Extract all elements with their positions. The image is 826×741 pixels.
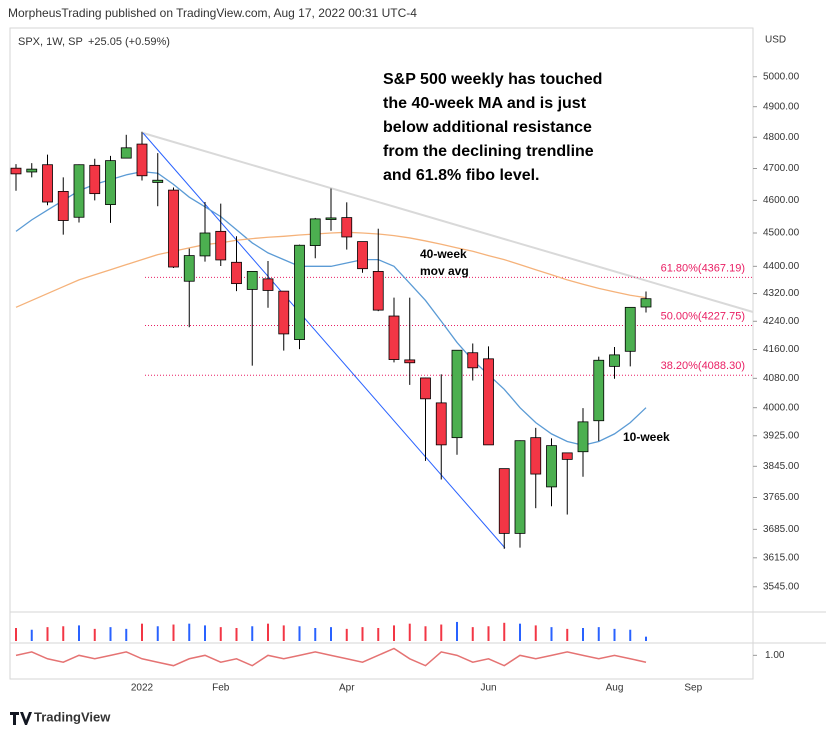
candle-body [105,160,116,205]
candle-body [609,354,620,367]
candle-body [73,164,85,218]
y-tick-label: 4160.00 [763,344,800,355]
y-tick-label: 4400.00 [763,261,800,272]
candle-body [325,217,337,220]
candle-body [593,359,605,422]
candle-body [231,261,242,285]
footer: TradingView [34,709,111,724]
annotation: and 61.8% fibo level. [383,167,540,184]
candle-body [372,270,384,311]
annotation: the 40-week MA and is just [383,95,587,112]
candle-body [388,315,400,360]
candle-body [546,445,557,488]
candle-body [278,290,290,335]
x-tick-label: Feb [212,683,230,694]
candle-body [26,168,38,173]
y-tick-label: 5000.00 [763,71,800,82]
fib-label: 50.00%(4227.75) [661,310,745,322]
ma-label: mov avg [420,264,469,278]
candle-body [404,359,416,364]
candle-body [530,437,542,475]
x-tick-label: Jun [480,683,496,694]
candle-body [262,278,274,291]
candle-body [357,241,368,270]
y-tick-label: 3765.00 [763,492,800,503]
y-tick-label: 4240.00 [763,316,800,327]
candle-body [483,358,494,446]
candle-body [498,468,510,534]
candle-body [294,244,305,340]
indicator-tick-label: 1.00 [765,650,785,661]
y-tick-label: 3845.00 [763,461,800,472]
indicator-line [15,647,647,667]
y-tick-label: 4600.00 [763,195,800,206]
candle-body [246,270,258,290]
annotation: S&P 500 weekly has touched [383,71,602,88]
fib-label: 61.80%(4367.19) [661,262,745,274]
candle-body [577,421,589,453]
candle-body [341,217,353,238]
ma-line [15,231,647,308]
fib-label: 38.20%(4088.30) [661,360,745,372]
publisher: MorpheusTrading published on TradingView… [8,6,417,20]
x-tick-label: 2022 [131,683,154,694]
candle-body [199,232,211,257]
trendline [142,132,754,313]
x-tick-label: Aug [606,683,624,694]
candle-body [624,306,636,352]
ma-label: 10-week [623,430,670,444]
y-tick-label: 3615.00 [763,552,800,563]
y-tick-label: 4700.00 [763,163,800,174]
x-tick-label: Sep [684,683,702,694]
y-tick-label: 3685.00 [763,524,800,535]
candle-body [152,179,164,183]
symbol: SPX, 1W, SP [18,36,83,48]
annotation: below additional resistance [383,119,592,136]
candle-body [57,190,69,221]
candle-body [420,377,431,400]
x-tick-label: Apr [339,683,355,694]
candle-body [10,167,22,175]
candle-body [42,164,53,203]
y-tick-label: 4500.00 [763,228,800,239]
candle-body [168,189,179,268]
candle-body [89,164,101,195]
annotation: from the declining trendline [383,143,594,160]
candle-body [640,298,652,308]
y-tick-label: 4080.00 [763,373,800,384]
ma-label: 40-week [420,247,467,261]
y-tick-label: 4320.00 [763,288,800,299]
y-tick-label: 4000.00 [763,402,800,413]
y-tick-label: 4800.00 [763,132,800,143]
candle-body [215,230,227,261]
ma-line [15,170,647,446]
candle-body [467,352,479,369]
currency: USD [765,35,786,46]
candle-body [183,255,195,282]
y-tick-label: 4900.00 [763,101,800,112]
candle-body [120,147,132,159]
logo [10,712,32,725]
candle-body [451,349,463,439]
candle-body [435,402,447,446]
trendline [142,132,506,549]
y-tick-label: 3925.00 [763,430,800,441]
candle-body [309,218,321,246]
change: +25.05 (+0.59%) [88,36,170,48]
candle-body [561,452,573,460]
y-tick-label: 3545.00 [763,581,800,592]
candle-body [514,440,526,534]
plot-frame [9,27,754,680]
candle-body [136,143,148,177]
